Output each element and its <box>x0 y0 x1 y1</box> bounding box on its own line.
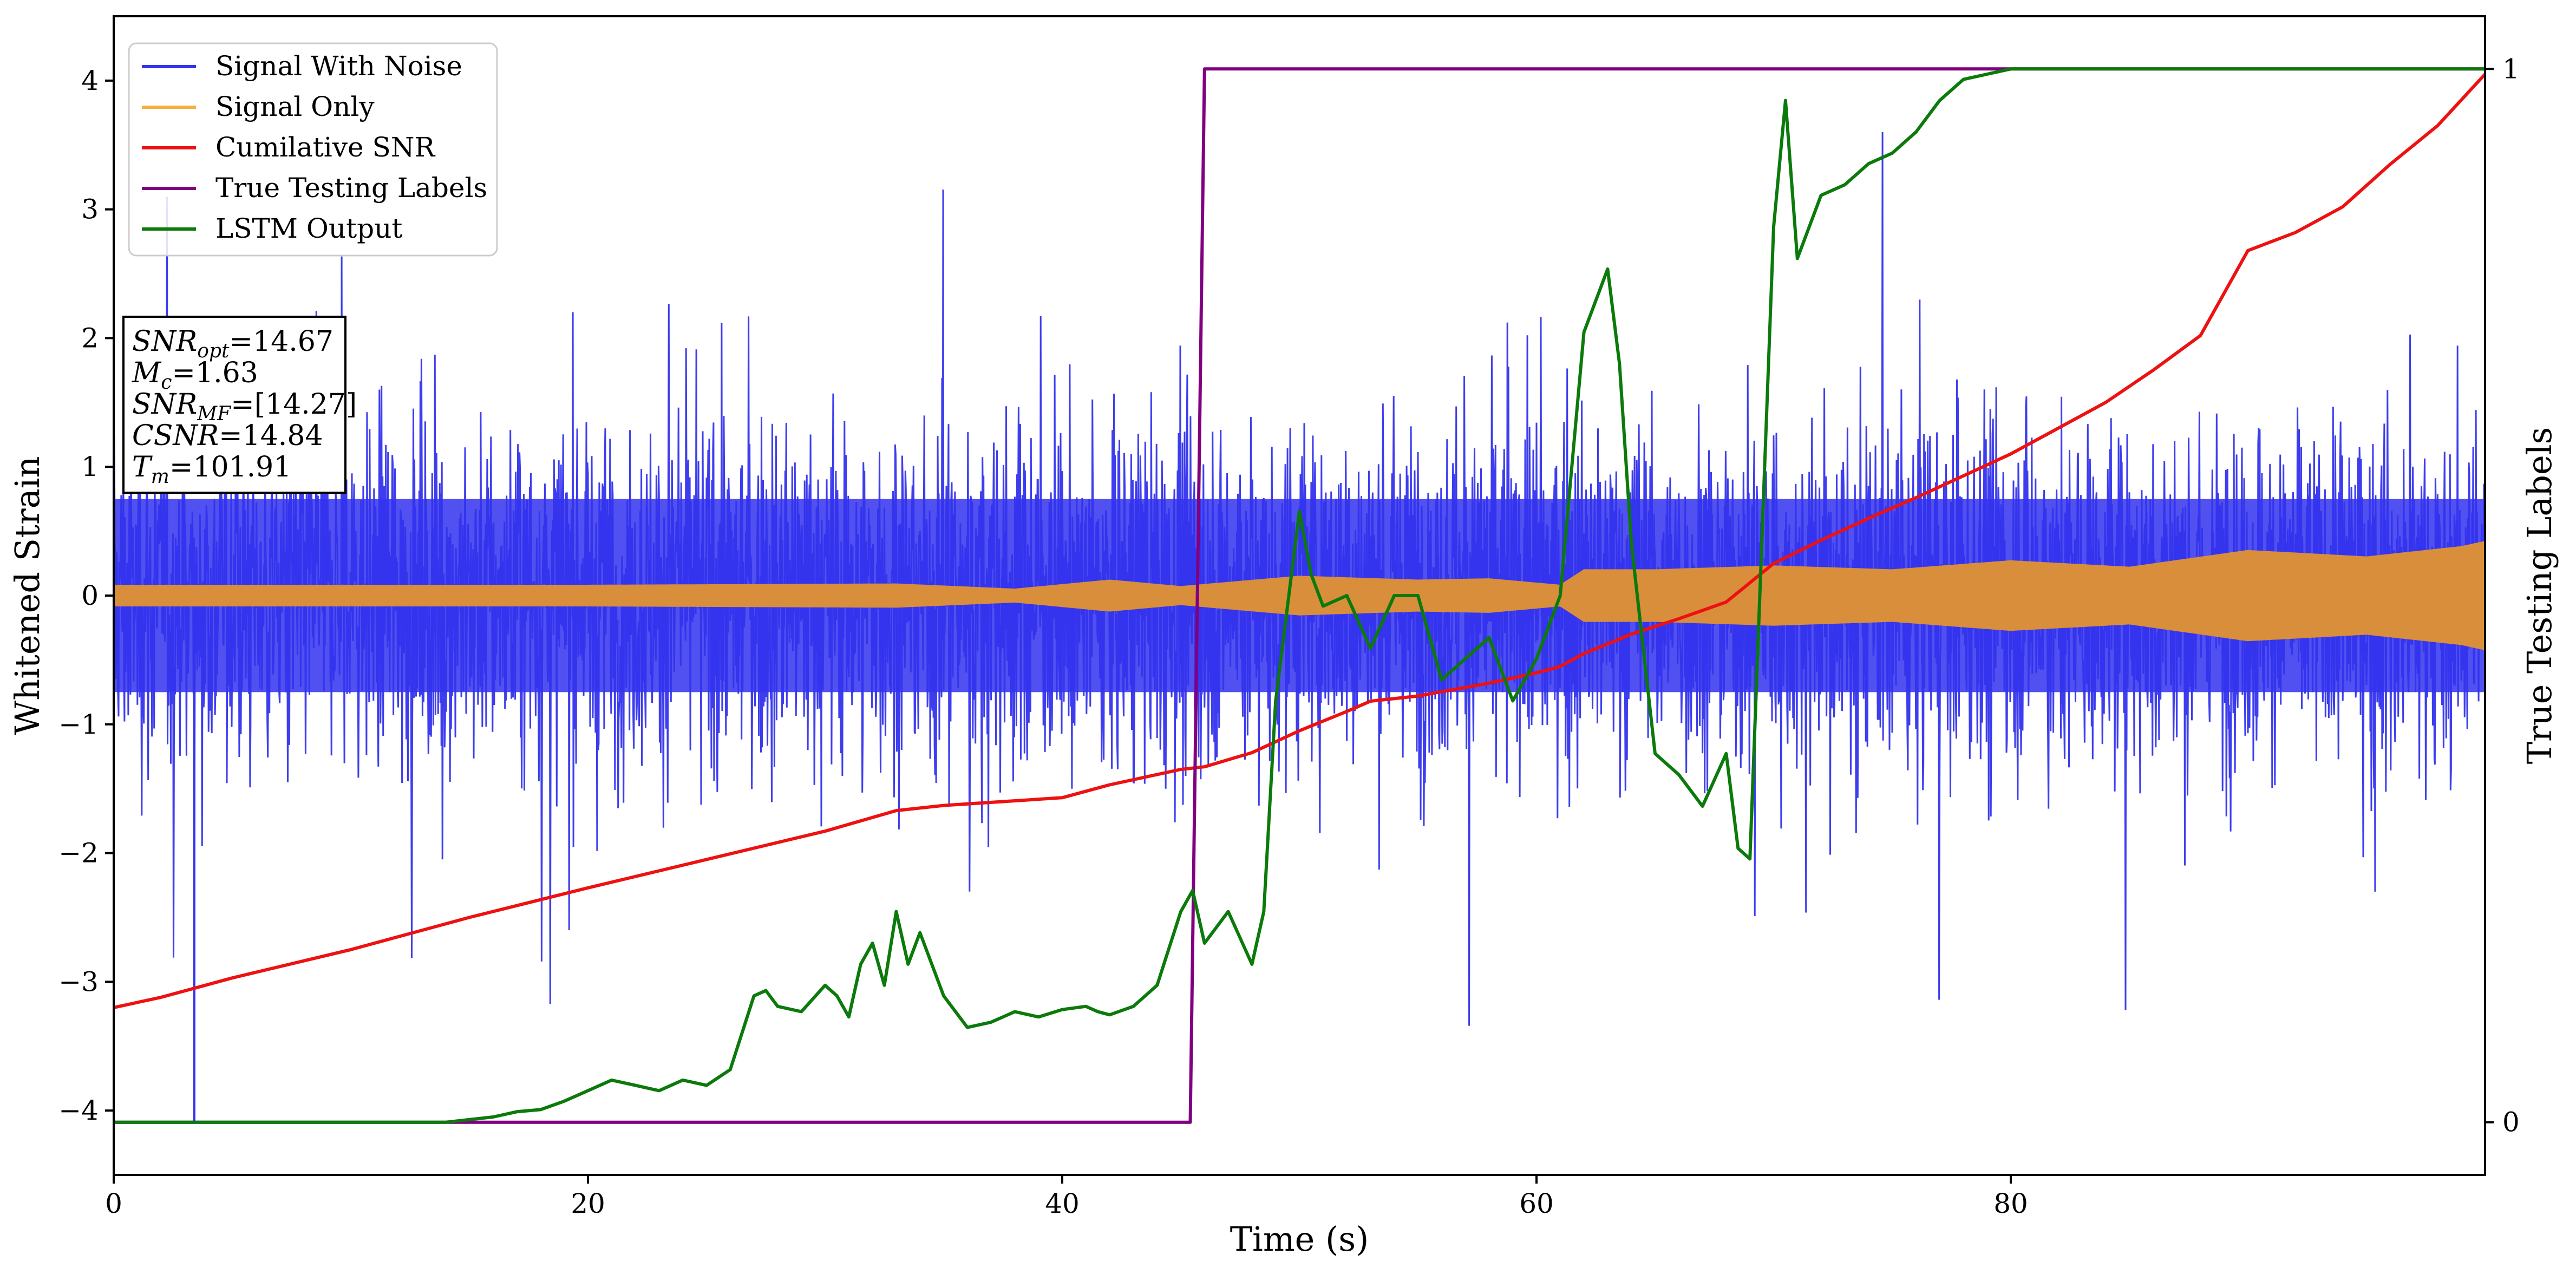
annotation-line: SNRopt=14.67 <box>132 325 334 362</box>
legend-label: LSTM Output <box>215 213 402 244</box>
noise-series <box>114 132 2485 1123</box>
x-tick-label: 60 <box>1519 1188 1554 1219</box>
y-tick-label: −3 <box>58 966 99 997</box>
legend: Signal With Noise Signal Only Cumilative S… <box>128 42 498 257</box>
y2-axis-ticks: 01 <box>2485 53 2520 1138</box>
annotation-box: SNRopt=14.67Mc=1.63SNRMF=[14.27]CSNR=14.… <box>122 316 357 494</box>
x-axis-ticks: 0 20 40 60 80 <box>105 1175 2028 1219</box>
y-tick-label: −1 <box>58 709 99 740</box>
x-tick-label: 40 <box>1045 1188 1080 1219</box>
legend-label: Signal With Noise <box>215 50 462 82</box>
y-tick-label: 3 <box>81 194 99 225</box>
y-axis-ticks: −4 −3 −2 −1 0 1 2 3 4 <box>58 65 114 1126</box>
y-axis-title: Whitened Strain <box>8 456 47 735</box>
y-tick-label: 1 <box>81 451 99 482</box>
legend-label: Signal Only <box>215 91 375 122</box>
y2-tick-label: 1 <box>2502 53 2520 84</box>
y-tick-label: −4 <box>58 1095 99 1126</box>
y2-tick-label: 0 <box>2502 1107 2520 1138</box>
legend-label: Cumilative SNR <box>215 132 435 163</box>
annotation-line: CSNR=14.84 <box>132 420 323 452</box>
y-tick-label: 0 <box>81 580 99 611</box>
y-tick-label: −2 <box>58 838 99 869</box>
annotation-line: SNRMF=[14.27] <box>132 388 357 425</box>
x-tick-label: 80 <box>1993 1188 2028 1219</box>
y2-axis-title: True Testing Labels <box>2520 427 2559 765</box>
legend-box <box>128 42 498 257</box>
annotation-line: Tm=101.91 <box>132 451 291 488</box>
series-true-testing-labels <box>114 67 2485 1124</box>
legend-label: True Testing Labels <box>215 172 487 204</box>
series-cumilative-snr <box>114 73 2485 1009</box>
line-series <box>114 67 2485 1124</box>
annotation-frame <box>122 316 346 494</box>
series-signal-only <box>114 541 2485 650</box>
series-lstm-output <box>114 67 2485 1124</box>
annotation-line: Mc=1.63 <box>132 357 258 394</box>
x-tick-label: 20 <box>571 1188 605 1219</box>
signal-only-series <box>114 541 2485 650</box>
y-tick-label: 4 <box>81 65 99 96</box>
y-tick-label: 2 <box>81 322 99 354</box>
x-axis-title: Time (s) <box>1230 1219 1369 1259</box>
x-tick-label: 0 <box>105 1188 122 1219</box>
